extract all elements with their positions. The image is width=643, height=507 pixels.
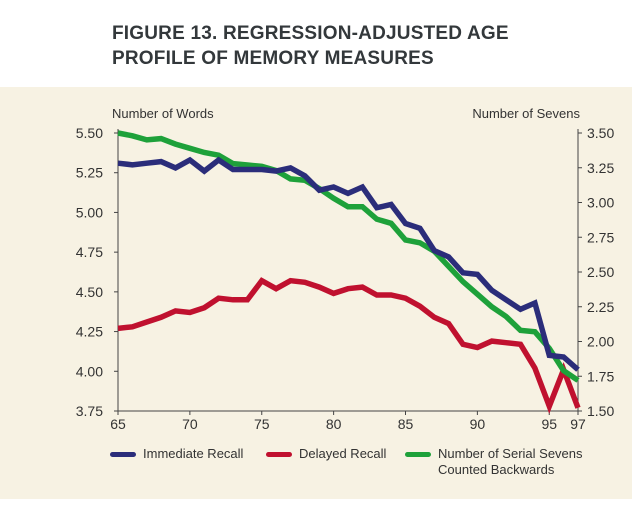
legend-label-immediate-recall: Immediate Recall [143, 446, 244, 461]
y-right-tick-label: 2.75 [587, 229, 614, 245]
x-tick-label: 80 [326, 416, 342, 432]
chart-legend: Immediate Recall Delayed Recall Number o… [100, 446, 620, 486]
legend-swatch-immediate-recall [110, 452, 136, 457]
y-right-tick-label: 2.25 [587, 299, 614, 315]
y-right-tick-label: 2.50 [587, 264, 614, 280]
x-tick-label: 97 [570, 416, 586, 432]
legend-item-serial-sevens: Number of Serial Sevens Counted Backward… [405, 446, 605, 478]
legend-label-serial-sevens: Number of Serial Sevens Counted Backward… [438, 446, 583, 477]
y-left-tick-label: 5.50 [76, 125, 103, 141]
legend-item-delayed-recall: Delayed Recall [266, 446, 386, 462]
series-delayed-recall-line [117, 277, 581, 414]
chart-panel [0, 87, 632, 499]
figure-title-line-1: FIGURE 13. REGRESSION-ADJUSTED AGE [112, 23, 509, 44]
legend-item-immediate-recall: Immediate Recall [110, 446, 243, 462]
y-left-tick-label: 4.00 [76, 363, 103, 379]
y-right-tick-label: 3.25 [587, 160, 614, 176]
y-left-tick-label: 4.50 [76, 284, 103, 300]
y-left-tick-label: 4.75 [76, 244, 103, 260]
y-right-tick-label: 3.00 [587, 195, 614, 211]
legend-label-delayed-recall: Delayed Recall [299, 446, 387, 461]
y-axis-right-label: Number of Sevens [472, 106, 580, 121]
legend-swatch-delayed-recall [266, 452, 292, 457]
y-right-tick-label: 1.75 [587, 368, 614, 384]
figure-title: FIGURE 13. REGRESSION-ADJUSTED AGE PROFI… [112, 21, 592, 71]
y-right-tick-label: 2.00 [587, 334, 614, 350]
y-left-tick-label: 4.25 [76, 324, 103, 340]
y-axis-left-label: Number of Words [112, 106, 214, 121]
legend-swatch-serial-sevens [405, 452, 431, 457]
x-tick-label: 65 [110, 416, 126, 432]
x-tick-label: 75 [254, 416, 270, 432]
y-right-tick-label: 1.50 [587, 403, 614, 419]
series-immediate-recall-line [117, 156, 580, 372]
y-left-tick-label: 5.25 [76, 165, 103, 181]
figure-title-line-2: PROFILE OF MEMORY MEASURES [112, 48, 434, 69]
x-tick-label: 85 [398, 416, 414, 432]
x-tick-label: 70 [182, 416, 198, 432]
y-right-tick-label: 3.50 [587, 125, 614, 141]
x-tick-label: 95 [541, 416, 557, 432]
series-serial-sevens-line [117, 130, 580, 383]
y-left-tick-label: 5.00 [76, 204, 103, 220]
x-tick-label: 90 [470, 416, 486, 432]
y-left-tick-label: 3.75 [76, 403, 103, 419]
